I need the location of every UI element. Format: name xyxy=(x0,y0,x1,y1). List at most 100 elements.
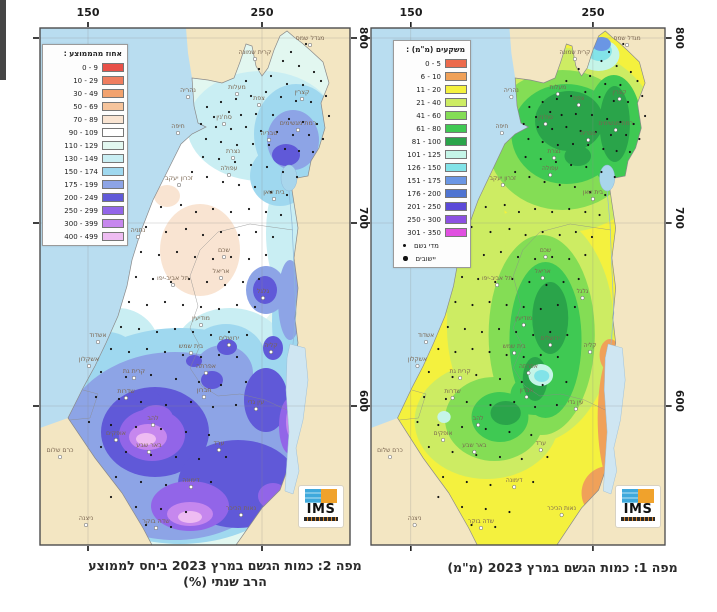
settlement-marker xyxy=(203,370,209,376)
legend-row-swatch xyxy=(102,63,124,72)
legend-row-swatch xyxy=(102,193,124,202)
city-label: נצרת xyxy=(547,148,560,155)
jordan-river xyxy=(606,190,615,345)
settlement-marker xyxy=(198,322,204,328)
city-label: קרית שמונה xyxy=(559,49,590,56)
legend-row-label: 130 - 149 xyxy=(64,154,98,163)
y-axis-label-800-right: 800 xyxy=(672,27,685,49)
legend-row: 110 - 129 xyxy=(46,139,124,152)
settlement-marker xyxy=(512,484,517,490)
screen-edge-artifact xyxy=(0,0,6,80)
city-label: קרית גת xyxy=(123,368,145,375)
city-label: תל אביב-יפו xyxy=(482,275,512,282)
settlement-marker xyxy=(260,295,266,301)
legend-row-swatch xyxy=(102,206,124,215)
settlement-marker xyxy=(625,42,630,48)
x-axis-label-250-left: 250 xyxy=(250,6,274,19)
city-label: קליה xyxy=(264,342,278,349)
settlement-marker xyxy=(253,406,259,412)
legend-row: 101 - 125 xyxy=(397,148,467,161)
ims-logo-text: IMS xyxy=(306,502,336,517)
city-label: שדה בוקר xyxy=(468,518,495,525)
map-canvas-map2: מגדל שמס קרית שמונה נהריה מעלות צפת קצרין חיפה… xyxy=(33,22,357,551)
legend-row: 41 - 60 xyxy=(397,109,467,122)
city-label: גלגל xyxy=(577,288,589,295)
settlement-marker xyxy=(226,342,232,348)
legend-row-label: 0 - 5 xyxy=(425,59,441,68)
legend-row-label: 175 - 199 xyxy=(64,180,98,189)
legend-row-swatch xyxy=(445,85,467,94)
legend-row-label: 250 - 299 xyxy=(64,206,98,215)
ims-logo: IMS xyxy=(615,485,661,528)
settlement-marker xyxy=(458,375,463,381)
legend-row-label: 200 - 249 xyxy=(64,193,98,202)
city-label: עין גדי xyxy=(568,399,584,406)
legend-row-swatch xyxy=(445,72,467,81)
legend-row-label: 110 - 129 xyxy=(64,141,98,150)
settlement-marker xyxy=(559,512,564,518)
y-axis-label-600-left: 600 xyxy=(356,390,369,412)
map-precipitation-mm: מגדל שמס קרית שמונה נהריה מעלות צפת קצרין חיפה… xyxy=(364,22,672,551)
city-label: אפרתה xyxy=(196,363,216,370)
city-label: שדרות xyxy=(117,388,135,395)
city-label: להב xyxy=(473,415,484,422)
settlement-marker xyxy=(500,182,505,188)
legend-row-label: 70 - 89 xyxy=(73,115,98,124)
legend-row: 11 - 20 xyxy=(397,83,467,96)
city-label: נאות הכיכר xyxy=(547,505,576,512)
legend-row: 50 - 69 xyxy=(46,100,124,113)
settlement-marker xyxy=(415,363,420,369)
legend-row-label: 10 - 29 xyxy=(73,76,98,85)
settlement-marker xyxy=(476,422,481,428)
legend-row-label: 300 - 399 xyxy=(64,219,98,228)
city-label: נצרת xyxy=(226,148,240,155)
settlement-marker xyxy=(135,234,141,240)
legend-row-swatch xyxy=(445,137,467,146)
city-label: זכרון יעקב xyxy=(490,175,516,182)
legend-row-swatch xyxy=(102,141,124,150)
legend-row-swatch xyxy=(102,232,124,241)
settlement-marker xyxy=(512,350,517,356)
settlement-marker xyxy=(555,91,560,97)
settlement-marker xyxy=(441,437,446,443)
city-label: חברון xyxy=(197,387,212,394)
settlement-marker xyxy=(572,56,577,62)
legend-row-label: 50 - 69 xyxy=(73,102,98,111)
settlement-marker xyxy=(221,254,227,260)
city-label: שדרות xyxy=(444,388,461,395)
city-labels: מגדל שמס קרית שמונה נהריה מעלות צפת קצרין חיפה… xyxy=(377,35,641,531)
settlement-marker xyxy=(230,155,236,161)
legend-row-label: 400 - 499 xyxy=(64,232,98,241)
settlement-marker xyxy=(543,254,548,260)
ims-logo-orange-square xyxy=(321,489,337,503)
ims-logo-orange-square xyxy=(638,489,654,503)
rain-gauge-dots xyxy=(416,42,647,529)
settlement-marker xyxy=(86,363,92,369)
legend-row: 400 - 499 xyxy=(46,230,124,243)
city-label: קליה xyxy=(584,342,597,349)
ims-logo-text: IMS xyxy=(623,502,653,517)
city-label: ירושלים xyxy=(219,335,239,342)
legend-row-swatch xyxy=(102,167,124,176)
settlement-marker xyxy=(543,121,548,127)
legend-map2: אחוז מהממוצע : 0 - 9 10 - 29 30 - 49 50 - 69… xyxy=(42,44,128,246)
settlement-marker xyxy=(150,422,156,428)
legend-row: 126 - 150 xyxy=(397,161,467,174)
city-label: באר שבע xyxy=(462,442,487,449)
legend-row-swatch xyxy=(445,215,467,224)
ims-logo-blue-square xyxy=(622,489,638,503)
settlement-marker xyxy=(238,512,244,518)
settlement-marker xyxy=(538,447,543,453)
legend-row: 175 - 199 xyxy=(46,178,124,191)
settlement-marker xyxy=(201,394,207,400)
city-label: קרית גת xyxy=(450,368,471,375)
legend-row-swatch xyxy=(102,115,124,124)
legend-row-swatch xyxy=(102,89,124,98)
legend-row: 151 - 175 xyxy=(397,174,467,187)
city-label: אשקלון xyxy=(408,356,427,363)
city-label: אריאל xyxy=(213,268,230,275)
settlement-marker xyxy=(221,121,227,127)
settlement-marker xyxy=(495,282,500,288)
ims-logo-strip xyxy=(304,517,338,521)
city-labels: מגדל שמס קרית שמונה נהריה מעלות צפת קצרין חיפה… xyxy=(47,35,324,531)
